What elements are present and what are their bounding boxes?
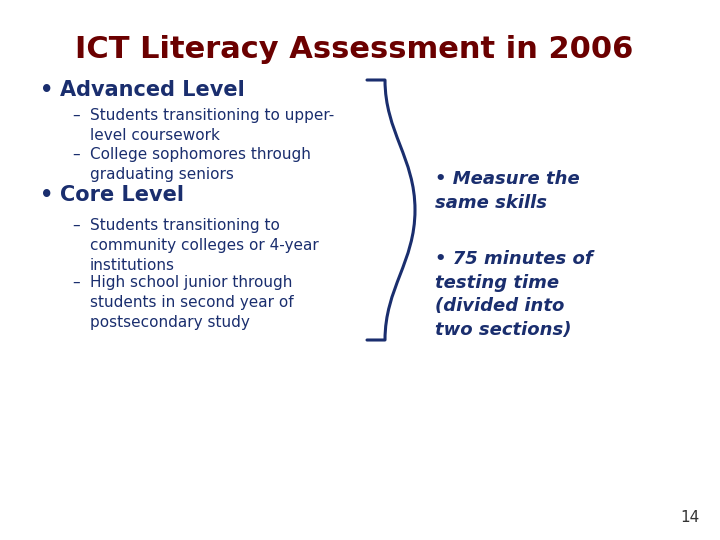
Text: •: • (40, 80, 53, 100)
Text: • 75 minutes of
testing time
(divided into
two sections): • 75 minutes of testing time (divided in… (435, 250, 593, 339)
Text: • Measure the
same skills: • Measure the same skills (435, 170, 580, 212)
Text: •: • (40, 185, 53, 205)
Text: ICT Literacy Assessment in 2006: ICT Literacy Assessment in 2006 (75, 35, 634, 64)
Text: Advanced Level: Advanced Level (60, 80, 245, 100)
Text: College sophomores through
graduating seniors: College sophomores through graduating se… (90, 147, 311, 182)
Text: –: – (72, 275, 80, 290)
Text: –: – (72, 108, 80, 123)
Text: –: – (72, 218, 80, 233)
Text: 14: 14 (680, 510, 700, 525)
Text: High school junior through
students in second year of
postsecondary study: High school junior through students in s… (90, 275, 294, 329)
Text: –: – (72, 147, 80, 162)
Text: Core Level: Core Level (60, 185, 184, 205)
Text: Students transitioning to upper-
level coursework: Students transitioning to upper- level c… (90, 108, 334, 143)
Text: Students transitioning to
community colleges or 4-year
institutions: Students transitioning to community coll… (90, 218, 319, 273)
